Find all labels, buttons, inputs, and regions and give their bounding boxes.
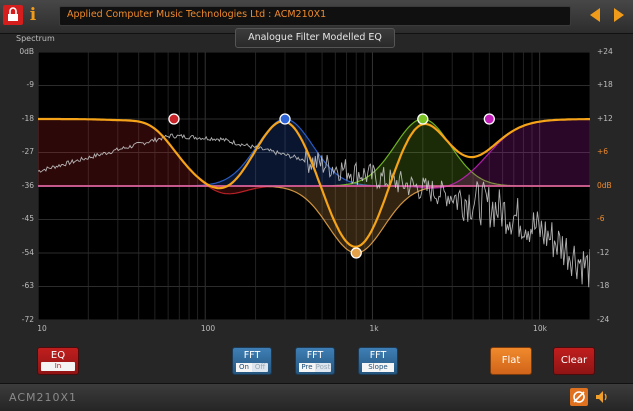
right-tick: -12 — [597, 248, 627, 257]
right-tick: -6 — [597, 214, 627, 223]
lock-icon — [3, 5, 23, 25]
eq-graph[interactable] — [38, 52, 590, 320]
band-5-handle[interactable] — [484, 114, 494, 124]
x-tick: 1k — [359, 324, 389, 333]
fft-label: FFT — [359, 350, 397, 361]
left-tick: -9 — [0, 80, 34, 89]
bottom-bar: ACM210X1 — [0, 383, 633, 411]
left-tick: -63 — [0, 281, 34, 290]
fft-pre-option[interactable]: Pre — [299, 363, 315, 372]
model-name: ACM210X1 — [9, 391, 77, 404]
fft-post-option[interactable]: Post — [315, 363, 331, 372]
next-preset-button[interactable] — [612, 7, 625, 23]
previous-preset-button[interactable] — [589, 7, 602, 23]
title-bar: Applied Computer Music Technologies Ltd … — [59, 6, 571, 26]
right-tick: -24 — [597, 315, 627, 324]
clear-button[interactable]: Clear — [553, 347, 595, 375]
fft-slope-button[interactable]: FFT Slope — [358, 347, 398, 375]
info-icon: i — [30, 5, 36, 25]
right-tick: -18 — [597, 281, 627, 290]
band-1-handle[interactable] — [169, 114, 179, 124]
eq-in-button[interactable]: EQ In — [37, 347, 79, 375]
window-title: Applied Computer Music Technologies Ltd … — [67, 9, 326, 20]
band-3-handle[interactable] — [351, 248, 361, 258]
band-4-handle[interactable] — [418, 114, 428, 124]
x-tick: 10k — [525, 324, 555, 333]
bypass-button[interactable] — [570, 388, 588, 406]
flat-button[interactable]: Flat — [490, 347, 532, 375]
right-tick: +6 — [597, 147, 627, 156]
left-tick: -45 — [0, 214, 34, 223]
info-button[interactable]: i — [25, 5, 41, 25]
left-tick: -27 — [0, 147, 34, 156]
right-tick: +12 — [597, 114, 627, 123]
x-tick: 10 — [27, 324, 57, 333]
eq-button-label: EQ — [38, 350, 78, 361]
fft-slope-value: Slope — [362, 363, 394, 372]
eq-state: In — [41, 362, 75, 371]
fft-off-option[interactable]: Off — [252, 363, 268, 372]
plugin-heading: Analogue Filter Modelled EQ — [235, 28, 395, 48]
fft-power-button[interactable]: FFT On Off — [232, 347, 272, 375]
fft-power-switch[interactable]: On Off — [236, 363, 268, 372]
x-tick: 100 — [193, 324, 223, 333]
right-tick: +24 — [597, 47, 627, 56]
right-tick: 0dB — [597, 181, 627, 190]
speaker-icon — [594, 389, 610, 405]
eq-graph-svg[interactable] — [38, 52, 590, 320]
spectrum-label: Spectrum — [16, 34, 55, 43]
speaker-button[interactable] — [594, 389, 610, 405]
lock-button[interactable] — [3, 5, 23, 25]
right-tick: +18 — [597, 80, 627, 89]
fft-on-option[interactable]: On — [236, 363, 252, 372]
fft-mode-switch[interactable]: Pre Post — [299, 363, 331, 372]
left-tick: 0dB — [0, 47, 34, 56]
fft-slope-switch[interactable]: Slope — [362, 363, 394, 372]
fft-mode-button[interactable]: FFT Pre Post — [295, 347, 335, 375]
bypass-icon — [570, 388, 588, 406]
triangle-left-icon — [589, 7, 602, 23]
triangle-right-icon — [612, 7, 625, 23]
left-tick: -72 — [0, 315, 34, 324]
fft-label: FFT — [296, 350, 334, 361]
left-tick: -36 — [0, 181, 34, 190]
left-tick: -54 — [0, 248, 34, 257]
fft-label: FFT — [233, 350, 271, 361]
band-2-handle[interactable] — [280, 114, 290, 124]
left-tick: -18 — [0, 114, 34, 123]
